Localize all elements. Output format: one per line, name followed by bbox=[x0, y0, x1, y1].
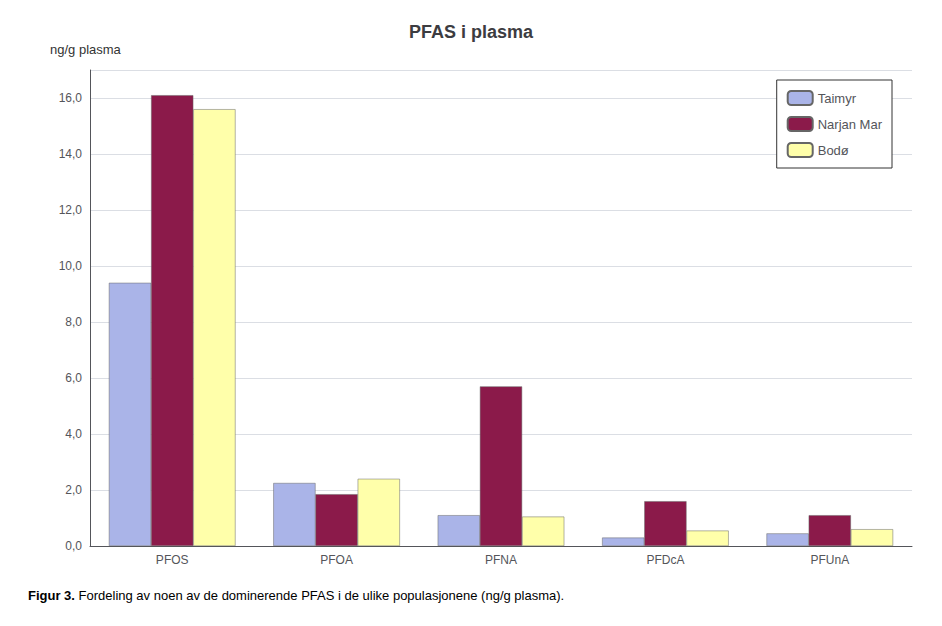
svg-text:12,0: 12,0 bbox=[59, 203, 83, 217]
svg-text:0,0: 0,0 bbox=[65, 539, 82, 553]
svg-text:PFAS i plasma: PFAS i plasma bbox=[409, 22, 534, 42]
svg-text:14,0: 14,0 bbox=[59, 147, 83, 161]
svg-text:Bodø: Bodø bbox=[818, 143, 849, 158]
svg-text:Taimyr: Taimyr bbox=[818, 91, 857, 106]
svg-text:10,0: 10,0 bbox=[59, 259, 83, 273]
svg-text:Narjan Mar: Narjan Mar bbox=[818, 117, 883, 132]
svg-text:ng/g plasma: ng/g plasma bbox=[50, 42, 122, 57]
svg-text:16,0: 16,0 bbox=[59, 91, 83, 105]
svg-text:8,0: 8,0 bbox=[65, 315, 82, 329]
svg-text:PFOA: PFOA bbox=[320, 553, 353, 567]
svg-text:PFUnA: PFUnA bbox=[810, 553, 849, 567]
svg-text:2,0: 2,0 bbox=[65, 483, 82, 497]
svg-text:Figur 3.: Figur 3. bbox=[28, 588, 75, 603]
svg-text:PFNA: PFNA bbox=[485, 553, 517, 567]
svg-text:Fordeling av noen av de domine: Fordeling av noen av de dominerende PFAS… bbox=[79, 588, 565, 603]
svg-text:PFOS: PFOS bbox=[156, 553, 189, 567]
svg-text:PFDcA: PFDcA bbox=[646, 553, 684, 567]
svg-text:6,0: 6,0 bbox=[65, 371, 82, 385]
svg-text:4,0: 4,0 bbox=[65, 427, 82, 441]
